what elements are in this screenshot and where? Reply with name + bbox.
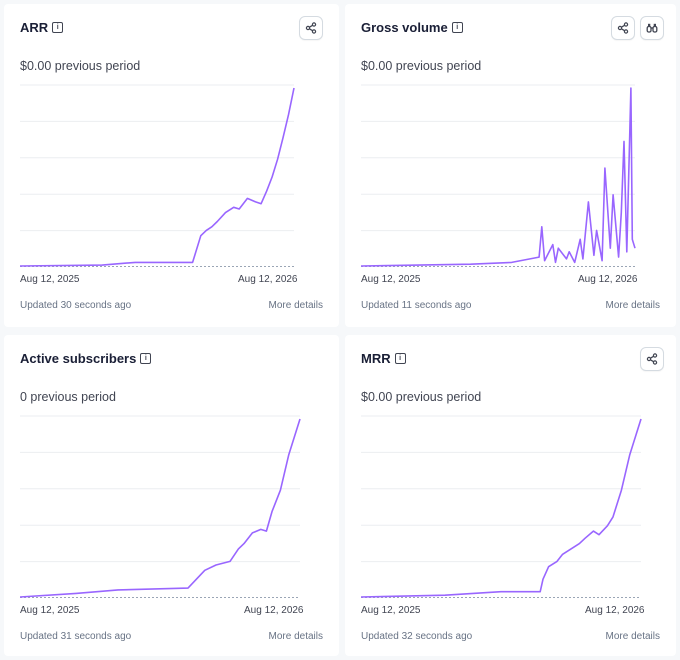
binoculars-icon: [646, 23, 658, 33]
share-icon: [305, 22, 317, 34]
more-details-link[interactable]: More details: [605, 631, 660, 642]
updated-label: Updated 31 seconds ago: [20, 631, 132, 642]
card-title: MRR i: [361, 351, 406, 366]
updated-label: Updated 30 seconds ago: [20, 300, 132, 311]
start-date-label: Aug 12, 2025: [361, 605, 421, 616]
arr-chart: [20, 84, 295, 267]
mrr-card: MRR i $0.00 previous period Aug 12, 2025…: [345, 335, 676, 656]
active-subscribers-card: Active subscribers i 0 previous period A…: [4, 335, 339, 656]
card-title-text: Active subscribers: [20, 351, 137, 366]
updated-label: Updated 11 seconds ago: [361, 300, 472, 311]
more-details-link[interactable]: More details: [268, 300, 323, 311]
more-details-link[interactable]: More details: [268, 631, 323, 642]
gross-volume-card: Gross volume i $0.00 previous period Aug…: [345, 4, 676, 327]
mrr-chart: [361, 415, 642, 598]
card-title: ARR i: [20, 20, 64, 35]
share-button[interactable]: [611, 16, 635, 40]
info-icon[interactable]: i: [140, 353, 152, 364]
share-icon: [617, 22, 629, 34]
info-icon[interactable]: i: [451, 22, 463, 33]
share-icon: [646, 353, 658, 365]
gross-volume-chart: [361, 84, 636, 267]
card-title: Gross volume i: [361, 20, 463, 35]
end-date-label: Aug 12, 2026: [238, 274, 298, 285]
share-button[interactable]: [299, 16, 323, 40]
more-details-link[interactable]: More details: [605, 300, 660, 311]
series-line: [361, 87, 636, 267]
share-button[interactable]: [640, 347, 664, 371]
series-line: [20, 87, 295, 267]
start-date-label: Aug 12, 2025: [361, 274, 421, 285]
start-date-label: Aug 12, 2025: [20, 274, 80, 285]
previous-period: $0.00 previous period: [20, 59, 141, 73]
info-icon[interactable]: i: [394, 353, 406, 364]
previous-period: $0.00 previous period: [361, 390, 482, 404]
active-subscribers-chart: [20, 415, 301, 598]
card-title-text: Gross volume: [361, 20, 448, 35]
start-date-label: Aug 12, 2025: [20, 605, 80, 616]
end-date-label: Aug 12, 2026: [578, 274, 638, 285]
end-date-label: Aug 12, 2026: [244, 605, 304, 616]
card-title-text: ARR: [20, 20, 49, 35]
previous-period: 0 previous period: [20, 390, 116, 404]
arr-card: ARR i $0.00 previous period Aug 12, 2025…: [4, 4, 339, 327]
card-title: Active subscribers i: [20, 351, 152, 366]
updated-label: Updated 32 seconds ago: [361, 631, 473, 642]
series-line: [20, 418, 301, 598]
end-date-label: Aug 12, 2026: [585, 605, 645, 616]
series-line: [361, 418, 642, 598]
previous-period: $0.00 previous period: [361, 59, 482, 73]
explore-button[interactable]: [640, 16, 664, 40]
info-icon[interactable]: i: [52, 22, 64, 33]
card-title-text: MRR: [361, 351, 391, 366]
